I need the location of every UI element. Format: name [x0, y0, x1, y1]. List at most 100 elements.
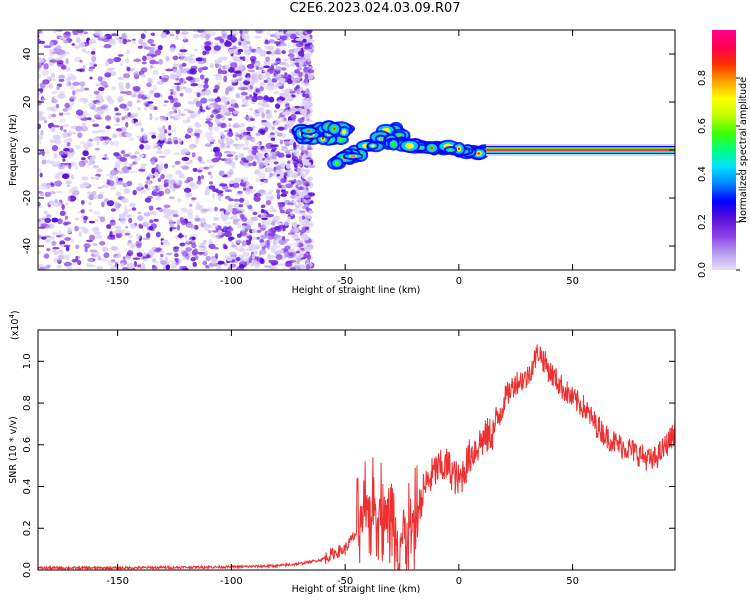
- noise-blob: [86, 140, 92, 144]
- noise-blob: [304, 246, 312, 252]
- noise-blob: [96, 266, 104, 270]
- noise-blob: [30, 155, 33, 161]
- noise-blob: [144, 197, 152, 203]
- noise-blob: [237, 78, 243, 81]
- noise-blob: [233, 70, 242, 74]
- noise-blob: [227, 131, 234, 137]
- noise-blob: [24, 127, 32, 129]
- noise-blob: [180, 55, 188, 61]
- noise-blob: [201, 208, 210, 212]
- noise-blob: [91, 51, 96, 55]
- x-tick-label: -50: [337, 576, 353, 587]
- noise-blob: [38, 115, 43, 121]
- signal-blob-core: [396, 133, 402, 137]
- noise-blob: [195, 78, 200, 82]
- noise-blob: [303, 67, 311, 73]
- noise-blob: [151, 134, 157, 139]
- noise-blob: [169, 183, 174, 190]
- noise-blob: [163, 100, 169, 103]
- noise-blob: [197, 169, 203, 173]
- noise-blob: [146, 176, 151, 181]
- noise-blob: [70, 262, 77, 266]
- y-tick-label: -20: [22, 190, 33, 206]
- noise-blob: [200, 217, 206, 224]
- noise-blob: [222, 65, 227, 70]
- noise-blob: [117, 54, 124, 57]
- noise-blob: [174, 258, 179, 262]
- noise-blob: [211, 188, 219, 193]
- noise-blob: [258, 222, 261, 228]
- noise-blob: [292, 221, 298, 228]
- noise-blob: [142, 55, 147, 62]
- noise-blob: [51, 90, 58, 95]
- noise-blob: [137, 93, 144, 99]
- noise-blob: [182, 148, 189, 153]
- noise-blob: [105, 125, 111, 130]
- noise-blob: [234, 105, 240, 109]
- noise-blob: [267, 45, 275, 51]
- noise-blob: [306, 221, 314, 228]
- noise-blob: [97, 111, 104, 115]
- noise-blob: [296, 88, 300, 95]
- noise-blob: [169, 226, 177, 230]
- noise-blob: [228, 225, 232, 231]
- noise-blob: [134, 121, 142, 127]
- noise-blob: [302, 146, 307, 151]
- noise-blob: [163, 129, 168, 134]
- noise-blob: [133, 58, 142, 63]
- noise-blob: [264, 45, 269, 49]
- noise-blob: [265, 142, 274, 149]
- noise-blob: [99, 191, 105, 195]
- noise-blob: [280, 108, 284, 112]
- noise-blob: [69, 96, 77, 100]
- noise-blob: [118, 213, 126, 219]
- noise-blob: [127, 100, 133, 107]
- noise-blob: [228, 118, 233, 121]
- noise-blob: [165, 68, 174, 72]
- noise-blob: [38, 251, 41, 254]
- noise-blob: [149, 65, 153, 69]
- noise-blob: [178, 109, 182, 116]
- noise-blob: [158, 58, 164, 65]
- noise-blob: [205, 255, 211, 262]
- noise-blob: [288, 248, 294, 252]
- noise-blob: [137, 211, 142, 215]
- noise-blob: [219, 131, 225, 137]
- noise-blob: [140, 163, 147, 167]
- noise-blob: [283, 248, 288, 252]
- noise-blob: [197, 156, 203, 162]
- noise-blob: [110, 185, 116, 191]
- noise-blob: [181, 165, 190, 171]
- noise-blob: [243, 30, 249, 35]
- noise-blob: [276, 193, 281, 200]
- noise-blob: [295, 42, 304, 48]
- noise-blob: [211, 230, 220, 233]
- noise-blob: [212, 217, 220, 221]
- noise-blob: [216, 63, 222, 69]
- noise-blob: [254, 250, 258, 255]
- noise-blob: [253, 243, 260, 249]
- signal-blob-core: [334, 160, 340, 166]
- noise-blob: [68, 188, 74, 194]
- noise-blob: [86, 191, 93, 195]
- noise-blob: [259, 50, 267, 57]
- noise-blob: [273, 161, 279, 165]
- noise-blob: [217, 138, 225, 145]
- noise-blob: [296, 239, 304, 244]
- noise-blob: [254, 192, 262, 198]
- noise-blob: [235, 256, 241, 262]
- noise-blob: [241, 240, 247, 247]
- noise-blob: [197, 175, 201, 181]
- noise-blob: [138, 168, 146, 172]
- noise-blob: [159, 136, 164, 141]
- noise-blob: [286, 120, 295, 127]
- noise-blob: [114, 107, 119, 112]
- noise-blob: [84, 50, 92, 54]
- signal-blob-core: [448, 148, 453, 152]
- noise-blob: [109, 231, 113, 238]
- noise-blob: [205, 132, 211, 138]
- noise-blob: [88, 220, 96, 224]
- noise-blob: [212, 192, 216, 200]
- noise-blob: [183, 108, 191, 112]
- noise-blob: [255, 73, 263, 80]
